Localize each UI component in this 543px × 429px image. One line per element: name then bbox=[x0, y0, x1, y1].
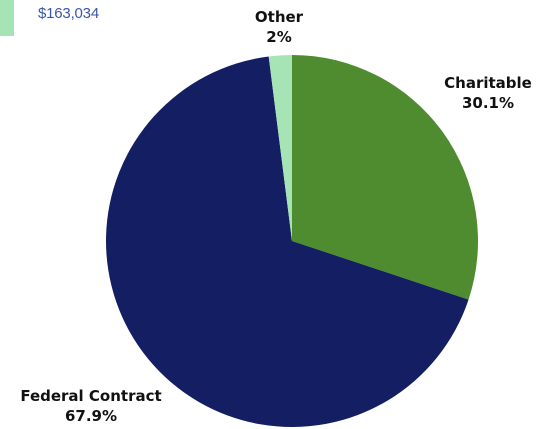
legend-swatch bbox=[0, 0, 14, 36]
pie-slice-charitable bbox=[292, 55, 478, 300]
slice-label: Charitable bbox=[444, 74, 532, 92]
pie-slice-federal-contract bbox=[106, 56, 469, 427]
slice-value-label: 67.9% bbox=[65, 407, 117, 425]
slice-label: Federal Contract bbox=[20, 387, 161, 405]
legend-value: $163,034 bbox=[38, 5, 99, 22]
pie-slices bbox=[106, 55, 478, 427]
slice-value-label: 30.1% bbox=[462, 94, 514, 112]
pie-labels: Charitable 30.1% Federal Contract 67.9% Othe… bbox=[20, 8, 532, 425]
legend-fragment: $163,034 bbox=[0, 0, 130, 36]
slice-label: Other bbox=[255, 8, 304, 26]
pie-slice-other bbox=[268, 55, 292, 241]
slice-value-label: 2% bbox=[266, 28, 291, 46]
